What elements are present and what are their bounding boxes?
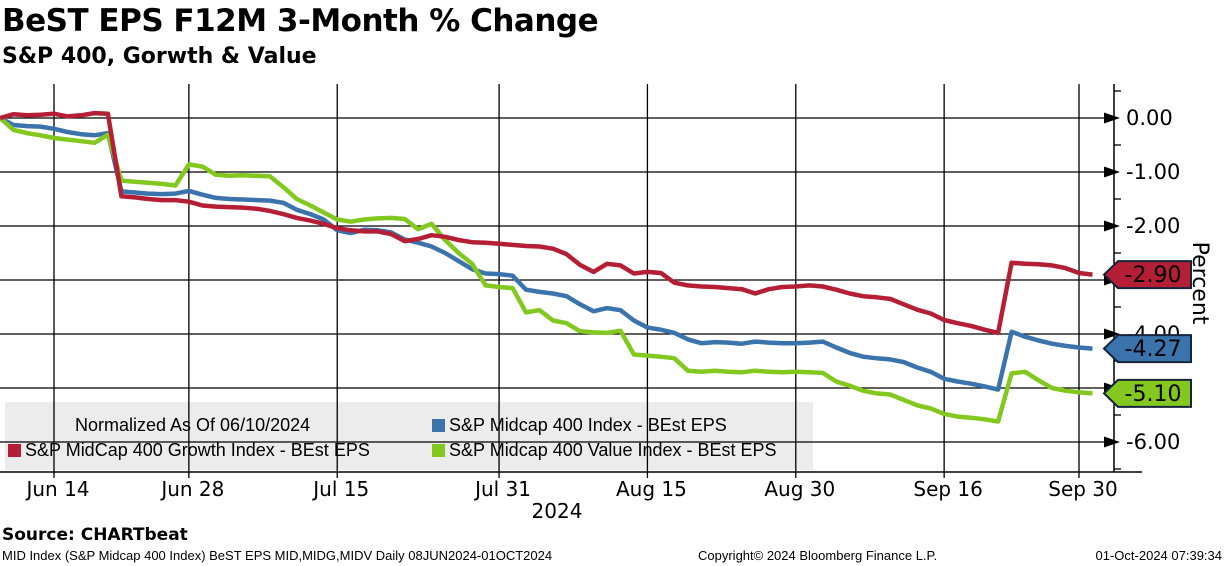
legend-swatch-midcap-index [432,419,445,432]
y-tick-label: 0.00 [1126,106,1173,130]
value-badge-growth-index [1102,260,1192,290]
legend-swatch-growth-index [8,444,21,457]
y-major-tick-arrow [1104,166,1120,178]
value-badge-midcap-index [1102,334,1192,364]
y-axis-title: Percent [1187,241,1212,325]
x-tick-label: Jul 15 [311,477,369,501]
y-major-tick-arrow [1104,112,1120,124]
x-tick-label: Jul 31 [473,477,531,501]
footer-timestamp: 01-Oct-2024 07:39:34 [1095,548,1222,563]
series-line-growth-index [0,110,1093,336]
value-badge-midcap-index-label: -4.27 [1125,337,1182,362]
x-tick-label: Jun 28 [159,477,224,501]
source-note: Source: CHARTbeat [2,525,188,545]
series-line-value-index [0,116,1093,424]
series-line-midcap-index [0,116,1093,392]
x-axis-year-label: 2024 [531,499,583,523]
page-title: BeST EPS F12M 3-Month % Change [2,3,599,39]
footer-description: MID Index (S&P Midcap 400 Index) BeST EP… [2,548,553,563]
y-major-tick-arrow [1104,436,1120,448]
x-tick-label: Aug 30 [764,477,835,501]
y-tick-label: -2.00 [1126,214,1180,238]
value-badge-value-index [1102,378,1192,408]
legend-background [5,402,813,470]
legend-label-value-index: S&P Midcap 400 Value Index - BEst EPS [449,440,777,460]
y-tick-label: -1.00 [1126,160,1180,184]
legend-swatch-value-index [432,444,445,457]
x-tick-label: Sep 30 [1048,477,1118,501]
y-major-tick-arrow [1104,220,1120,232]
x-tick-label: Jun 14 [24,477,89,501]
legend-label-growth-index: S&P MidCap 400 Growth Index - BEst EPS [25,440,370,460]
footer-copyright: Copyright© 2024 Bloomberg Finance L.P. [698,548,938,563]
legend-label-midcap-index: S&P Midcap 400 Index - BEst EPS [449,415,727,435]
y-tick-label: -6.00 [1126,430,1180,454]
y-major-tick-arrow [1104,328,1120,340]
value-badge-growth-index-label: -2.90 [1125,263,1182,288]
x-tick-label: Sep 16 [913,477,983,501]
value-badge-value-index-label: -5.10 [1125,382,1182,407]
legend-normalized-note: Normalized As Of 06/10/2024 [75,415,311,435]
page-subtitle: S&P 400, Gorwth & Value [2,44,317,69]
x-tick-label: Aug 15 [616,477,687,501]
